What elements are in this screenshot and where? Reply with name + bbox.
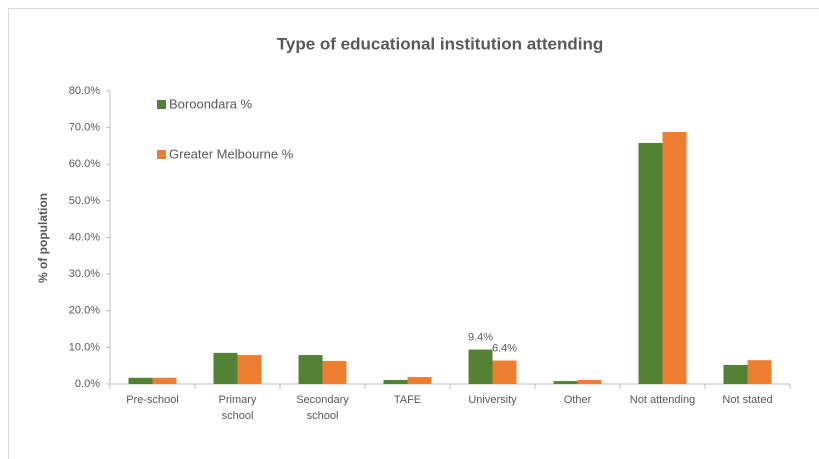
legend-label: Boroondara % bbox=[169, 96, 253, 111]
x-tick-label: Not attending bbox=[630, 394, 695, 406]
y-tick-label: 80.0% bbox=[69, 85, 100, 97]
x-tick-label: Pre-school bbox=[126, 394, 179, 406]
data-label: 6.4% bbox=[492, 342, 517, 354]
y-tick-label: 30.0% bbox=[69, 268, 100, 280]
bar bbox=[152, 377, 177, 384]
bar bbox=[213, 352, 238, 384]
bar bbox=[662, 132, 687, 384]
legend-swatch bbox=[157, 150, 166, 159]
bar bbox=[128, 377, 153, 384]
bar bbox=[468, 349, 493, 384]
x-tick-label: Not stated bbox=[722, 394, 772, 406]
y-tick-label: 10.0% bbox=[69, 341, 100, 353]
bar bbox=[577, 379, 602, 384]
y-tick-label: 60.0% bbox=[69, 158, 100, 170]
bar bbox=[638, 143, 663, 384]
x-tick-label: Secondary school bbox=[296, 394, 349, 422]
legend-swatch bbox=[157, 100, 166, 109]
bar bbox=[237, 355, 262, 384]
legend-label: Greater Melbourne % bbox=[169, 146, 294, 161]
bar bbox=[492, 360, 517, 384]
x-tick-label: Primary school bbox=[219, 394, 257, 422]
bar bbox=[383, 379, 408, 384]
bar bbox=[407, 377, 432, 384]
data-label: 9.4% bbox=[468, 331, 493, 343]
chart-border bbox=[8, 8, 819, 459]
chart-title: Type of educational institution attendin… bbox=[277, 34, 603, 53]
bar bbox=[747, 360, 772, 384]
y-tick-label: 20.0% bbox=[69, 305, 100, 317]
bar bbox=[298, 355, 323, 384]
bar bbox=[723, 364, 748, 384]
y-tick-label: 0.0% bbox=[75, 378, 100, 390]
bar bbox=[322, 360, 347, 384]
y-tick-label: 40.0% bbox=[69, 231, 100, 243]
x-tick-label: Other bbox=[564, 394, 592, 406]
x-tick-label: University bbox=[468, 394, 517, 406]
y-axis-title: % of population bbox=[36, 193, 50, 283]
y-tick-label: 70.0% bbox=[69, 122, 100, 134]
x-tick-label: TAFE bbox=[394, 394, 421, 406]
y-tick-label: 50.0% bbox=[69, 195, 100, 207]
bar bbox=[553, 381, 578, 384]
